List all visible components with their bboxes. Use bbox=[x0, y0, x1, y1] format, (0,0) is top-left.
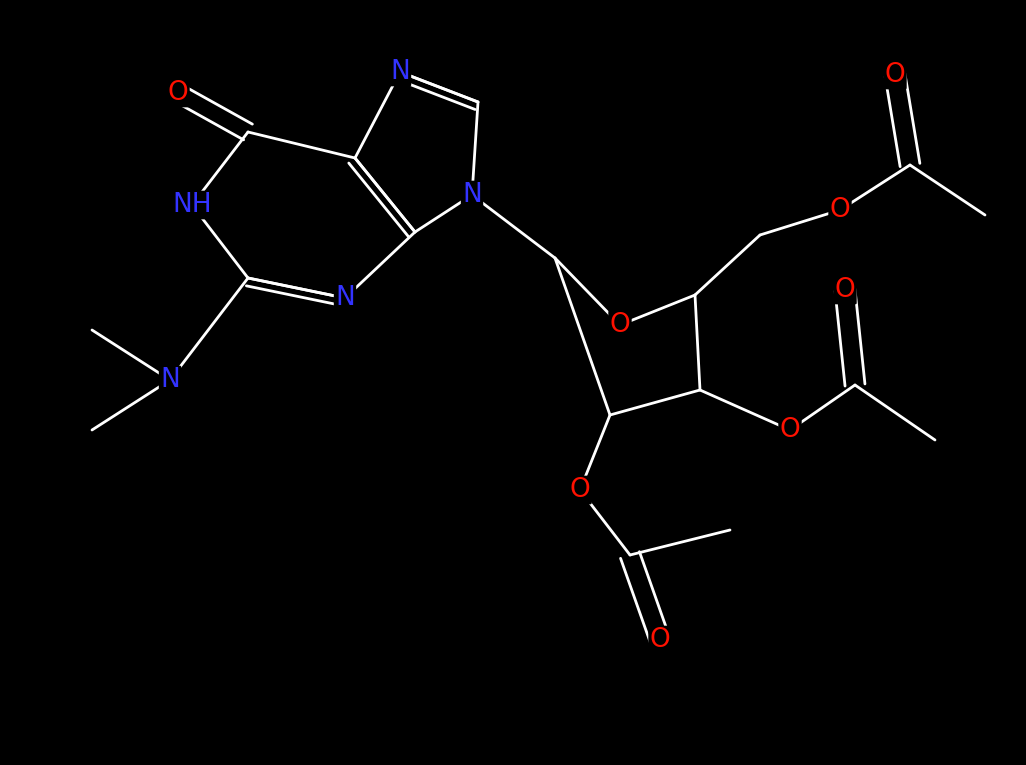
Text: O: O bbox=[167, 80, 189, 106]
Text: N: N bbox=[390, 59, 409, 85]
Text: NH: NH bbox=[172, 192, 211, 218]
Text: N: N bbox=[336, 285, 355, 311]
Text: N: N bbox=[160, 367, 180, 393]
Text: N: N bbox=[462, 182, 482, 208]
Text: O: O bbox=[609, 312, 630, 338]
Text: O: O bbox=[780, 417, 800, 443]
Text: O: O bbox=[649, 627, 670, 653]
Text: O: O bbox=[884, 62, 905, 88]
Text: O: O bbox=[830, 197, 851, 223]
Text: O: O bbox=[834, 277, 856, 303]
Text: O: O bbox=[569, 477, 590, 503]
